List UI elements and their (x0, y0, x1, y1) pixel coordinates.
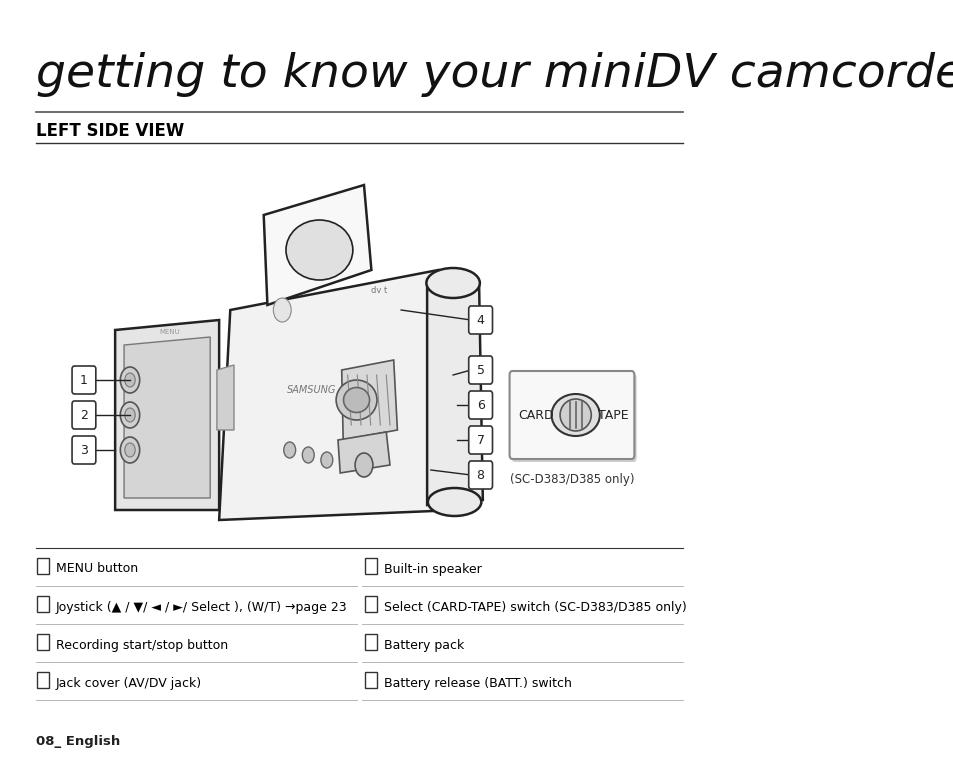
Circle shape (120, 367, 139, 393)
Text: LEFT SIDE VIEW: LEFT SIDE VIEW (35, 122, 184, 140)
FancyBboxPatch shape (509, 371, 634, 459)
Text: dv t: dv t (371, 285, 387, 295)
Polygon shape (216, 365, 233, 430)
FancyBboxPatch shape (468, 391, 492, 419)
Text: MENU button: MENU button (55, 563, 137, 576)
Polygon shape (219, 270, 456, 520)
Text: 08_ English: 08_ English (35, 735, 120, 748)
Bar (37, 558, 49, 574)
Text: Joystick (▲ / ▼/ ◄ / ►/ Select ), (W/T) →page 23: Joystick (▲ / ▼/ ◄ / ►/ Select ), (W/T) … (55, 601, 347, 614)
Text: MENU: MENU (159, 329, 179, 335)
Text: CARD: CARD (518, 408, 554, 421)
Bar (365, 634, 377, 650)
FancyBboxPatch shape (72, 401, 95, 429)
Ellipse shape (335, 380, 376, 420)
FancyBboxPatch shape (468, 306, 492, 334)
Text: Built-in speaker: Built-in speaker (384, 563, 481, 576)
Text: 2: 2 (80, 408, 88, 421)
Bar (365, 596, 377, 612)
Circle shape (320, 452, 333, 468)
Bar (365, 558, 377, 574)
Text: 5: 5 (476, 363, 484, 376)
Ellipse shape (286, 220, 353, 280)
Bar (365, 672, 377, 688)
Polygon shape (124, 337, 210, 498)
Text: Jack cover (AV/DV jack): Jack cover (AV/DV jack) (55, 676, 202, 690)
Bar (37, 672, 49, 688)
Ellipse shape (426, 268, 479, 298)
FancyBboxPatch shape (468, 461, 492, 489)
Circle shape (125, 408, 135, 422)
Ellipse shape (427, 488, 481, 516)
Ellipse shape (343, 387, 369, 413)
Ellipse shape (551, 394, 599, 436)
FancyBboxPatch shape (511, 374, 636, 462)
Ellipse shape (559, 399, 591, 431)
Circle shape (125, 373, 135, 387)
Polygon shape (341, 360, 397, 440)
Bar (37, 596, 49, 612)
Circle shape (120, 402, 139, 428)
FancyBboxPatch shape (468, 426, 492, 454)
Bar (37, 634, 49, 650)
Circle shape (355, 453, 373, 477)
Text: TAPE: TAPE (597, 408, 627, 421)
FancyBboxPatch shape (72, 436, 95, 464)
Text: Battery pack: Battery pack (384, 638, 464, 652)
Text: Battery release (BATT.) switch: Battery release (BATT.) switch (384, 676, 571, 690)
Circle shape (125, 443, 135, 457)
Text: 8: 8 (476, 468, 484, 482)
Text: 4: 4 (476, 314, 484, 326)
FancyBboxPatch shape (72, 366, 95, 394)
Polygon shape (427, 280, 482, 505)
Text: 3: 3 (80, 444, 88, 457)
Circle shape (120, 437, 139, 463)
Text: Select (CARD-TAPE) switch (SC-D383/D385 only): Select (CARD-TAPE) switch (SC-D383/D385 … (384, 601, 686, 614)
Polygon shape (263, 185, 371, 305)
Text: Recording start/stop button: Recording start/stop button (55, 638, 228, 652)
Text: 7: 7 (476, 434, 484, 447)
Circle shape (283, 442, 295, 458)
Polygon shape (115, 320, 219, 510)
Circle shape (274, 298, 291, 322)
Text: getting to know your miniDV camcorder: getting to know your miniDV camcorder (35, 52, 953, 97)
Text: (SC-D383/D385 only): (SC-D383/D385 only) (509, 473, 634, 486)
Polygon shape (337, 432, 390, 473)
Text: 1: 1 (80, 373, 88, 386)
Text: SAMSUNG: SAMSUNG (287, 385, 336, 395)
FancyBboxPatch shape (468, 356, 492, 384)
Text: 6: 6 (476, 399, 484, 411)
Circle shape (302, 447, 314, 463)
